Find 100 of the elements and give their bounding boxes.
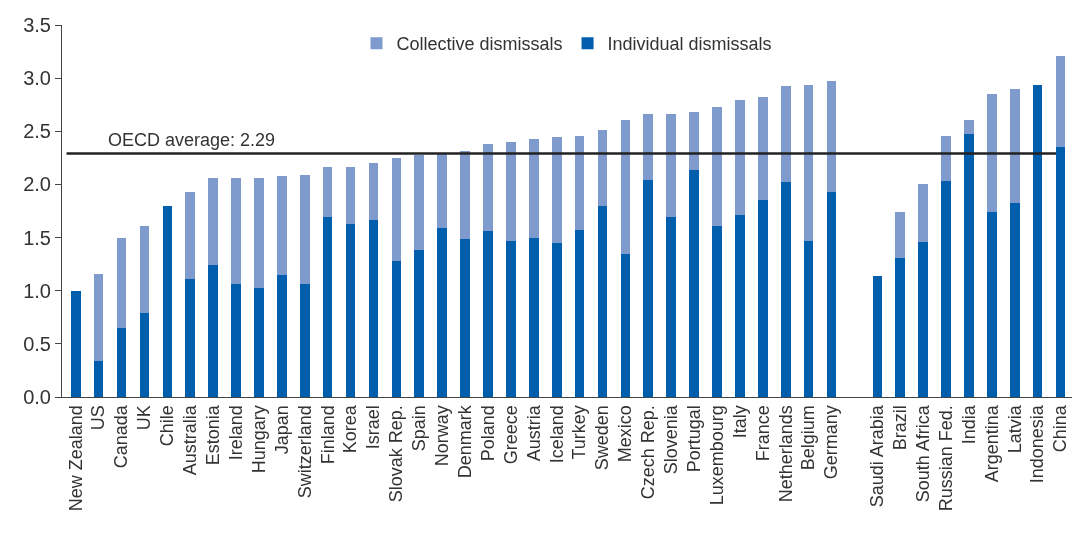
- bar: [414, 154, 425, 251]
- bar: [391, 260, 402, 397]
- bar: [185, 279, 196, 397]
- x-tick-label: Sweden: [592, 405, 613, 471]
- bar: [1032, 84, 1043, 397]
- y-tick-label: 3.5: [23, 14, 51, 36]
- x-tick-label: Indonesia: [1027, 404, 1048, 484]
- bar: [574, 135, 585, 231]
- y-tick-label: 0.5: [23, 332, 51, 355]
- bar: [803, 84, 814, 241]
- x-tick-label: Belgium: [798, 405, 819, 471]
- bar: [345, 167, 356, 224]
- x-tick-label: Austria: [523, 404, 544, 462]
- legend-label: Collective dismissals: [396, 34, 563, 55]
- bar: [277, 274, 287, 397]
- y-tick-label: 2.0: [23, 173, 51, 196]
- bar: [345, 223, 356, 397]
- bar: [322, 167, 333, 218]
- x-tick-label: Poland: [477, 405, 498, 462]
- bar: [254, 287, 264, 397]
- bar: [254, 178, 264, 288]
- x-tick-label: Ireland: [225, 405, 246, 461]
- bar: [1055, 55, 1066, 148]
- y-tick-label: 0.0: [23, 386, 51, 408]
- bar: [116, 327, 127, 397]
- x-tick-label: Denmark: [454, 404, 475, 479]
- bar: [666, 217, 677, 397]
- x-tick-label: Finland: [317, 405, 338, 465]
- bar: [551, 136, 562, 243]
- bar: [1009, 88, 1020, 203]
- bar: [414, 250, 425, 397]
- bar: [826, 81, 837, 192]
- bar: [712, 106, 722, 226]
- x-tick-label: Switzerland: [294, 405, 315, 499]
- bar: [666, 114, 677, 218]
- bar: [208, 265, 218, 397]
- bar: [987, 212, 997, 397]
- x-tick-label: Argentina: [981, 404, 1002, 483]
- bar: [483, 144, 493, 232]
- x-tick-label: Korea: [340, 404, 361, 454]
- x-tick-label: UK: [134, 405, 155, 431]
- x-tick-label: New Zealand: [65, 405, 86, 512]
- bar: [872, 275, 883, 397]
- x-tick-label: Russian Fed.: [935, 405, 956, 512]
- x-tick-label: Luxembourg: [706, 405, 727, 506]
- x-tick-label: Slovenia: [661, 404, 682, 475]
- bar: [1009, 202, 1020, 397]
- bar: [506, 141, 516, 241]
- x-tick-label: Greece: [500, 405, 521, 465]
- bar: [941, 135, 951, 182]
- bar: [597, 205, 608, 397]
- bar: [941, 181, 951, 397]
- bar: [93, 360, 104, 397]
- bar: [780, 182, 791, 397]
- bar: [299, 174, 310, 285]
- bar: [322, 217, 333, 397]
- bar: [758, 200, 768, 397]
- bar: [689, 169, 699, 397]
- bar: [620, 119, 631, 254]
- bar: [918, 184, 928, 242]
- bar: [643, 180, 654, 397]
- y-tick-label: 3.0: [23, 67, 51, 90]
- x-tick-label: France: [752, 405, 773, 462]
- bar: [506, 240, 516, 397]
- x-tick-label: South Africa: [912, 404, 933, 503]
- bar: [460, 151, 470, 239]
- bar: [208, 178, 218, 266]
- bar: [460, 238, 470, 397]
- bar: [987, 94, 997, 213]
- x-tick-label: Italy: [729, 405, 750, 439]
- bar: [231, 178, 241, 285]
- x-tick-label: Netherlands: [775, 405, 796, 503]
- bar: [597, 130, 608, 206]
- x-tick-label: US: [88, 405, 109, 431]
- x-tick-label: Turkey: [569, 405, 590, 460]
- y-tick-label: 1.5: [23, 226, 51, 249]
- x-tick-label: Norway: [432, 405, 453, 467]
- bar: [895, 212, 906, 258]
- bar: [735, 100, 745, 216]
- bar: [551, 242, 562, 397]
- bar: [735, 215, 745, 397]
- bar: [139, 225, 150, 314]
- bar: [93, 273, 104, 361]
- x-tick-label: India: [958, 404, 979, 445]
- bar: [162, 205, 173, 397]
- bar: [368, 219, 379, 397]
- bar: [758, 97, 768, 201]
- x-tick-label: Estonia: [203, 404, 224, 466]
- x-tick-label: Israel: [363, 405, 384, 450]
- bar: [231, 284, 241, 397]
- bar: [437, 228, 447, 397]
- bar: [70, 290, 81, 397]
- x-tick-label: Slovak Rep.: [386, 405, 407, 503]
- bar: [368, 163, 379, 220]
- bar: [918, 241, 928, 397]
- bar: [780, 85, 791, 183]
- bar: [437, 152, 447, 229]
- bar: [528, 138, 539, 238]
- x-tick-label: Canada: [111, 404, 132, 469]
- x-tick-label: Portugal: [683, 405, 704, 473]
